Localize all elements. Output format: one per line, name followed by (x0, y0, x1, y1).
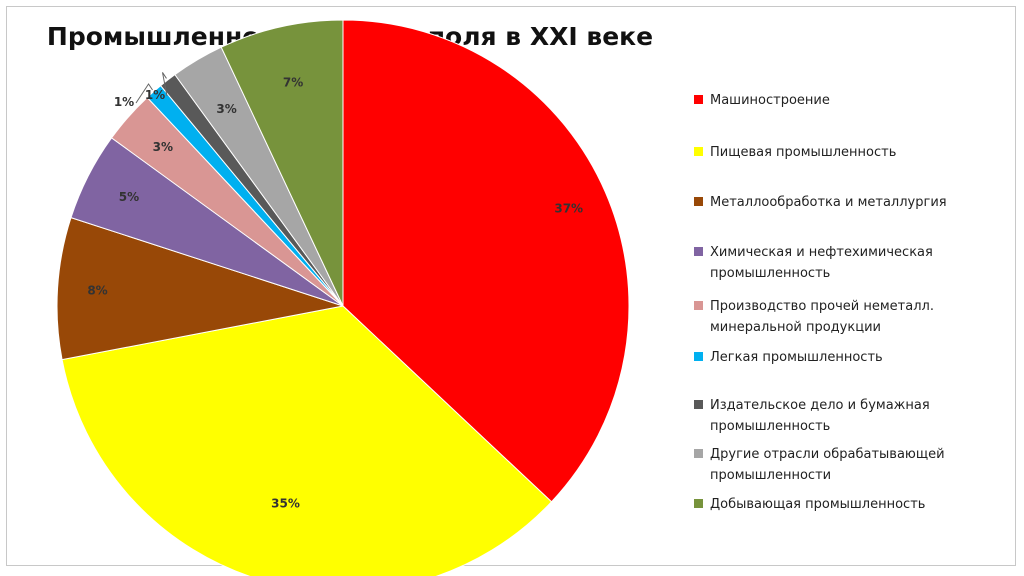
legend-item: Химическая и нефтехимическая промышленно… (694, 242, 1000, 284)
slice-label: 5% (119, 190, 139, 204)
pie-chart: 37% 35% 8% 5% 3% 1% 1% 3% 7% (56, 19, 630, 576)
pie-slice (220, 19, 344, 307)
legend-swatch (694, 400, 703, 409)
slice-label: 3% (153, 140, 173, 154)
legend-label: Машиностроение (710, 93, 830, 108)
legend-label: Химическая и нефтехимическая промышленно… (710, 245, 933, 281)
slice-label: 3% (216, 102, 236, 116)
pie-slice (61, 305, 553, 576)
slice-label: 1% (145, 88, 165, 102)
slice-label: 7% (283, 76, 303, 90)
pie-slice (56, 216, 344, 361)
legend-swatch (694, 247, 703, 256)
legend-item: Добывающая промышленность (694, 494, 1000, 515)
legend-swatch (694, 95, 703, 104)
legend-label: Легкая промышленность (710, 350, 883, 365)
pie-slice (342, 19, 630, 503)
legend-swatch (694, 197, 703, 206)
legend-item: Легкая промышленность (694, 347, 1000, 368)
slice-label: 1% (114, 95, 134, 109)
legend-item: Производство прочей неметалл. минерально… (694, 296, 1000, 338)
slice-label: 37% (554, 201, 583, 215)
legend-swatch (694, 449, 703, 458)
legend-label: Добывающая промышленность (710, 497, 926, 512)
legend-label: Пищевая промышленность (710, 145, 897, 160)
slice-label: 8% (87, 284, 107, 298)
legend-swatch (694, 147, 703, 156)
legend-item: Машиностроение (694, 90, 1000, 111)
legend-label: Металлообработка и металлургия (710, 195, 947, 210)
legend-label: Издательское дело и бумажная промышленно… (710, 398, 930, 434)
slice-label: 35% (271, 497, 300, 511)
legend-item: Металлообработка и металлургия (694, 192, 1000, 213)
leader-line (161, 72, 168, 97)
legend-swatch (694, 301, 703, 310)
legend-swatch (694, 352, 703, 361)
leader-line (135, 83, 153, 104)
legend-label: Производство прочей неметалл. минерально… (710, 299, 934, 335)
legend-item: Другие отрасли обрабатывающей промышленн… (694, 444, 1000, 486)
chart-frame (6, 6, 1016, 566)
legend-item: Издательское дело и бумажная промышленно… (694, 395, 1000, 437)
legend-item: Пищевая промышленность (694, 142, 1000, 163)
legend-swatch (694, 499, 703, 508)
legend-label: Другие отрасли обрабатывающей промышленн… (710, 447, 945, 483)
